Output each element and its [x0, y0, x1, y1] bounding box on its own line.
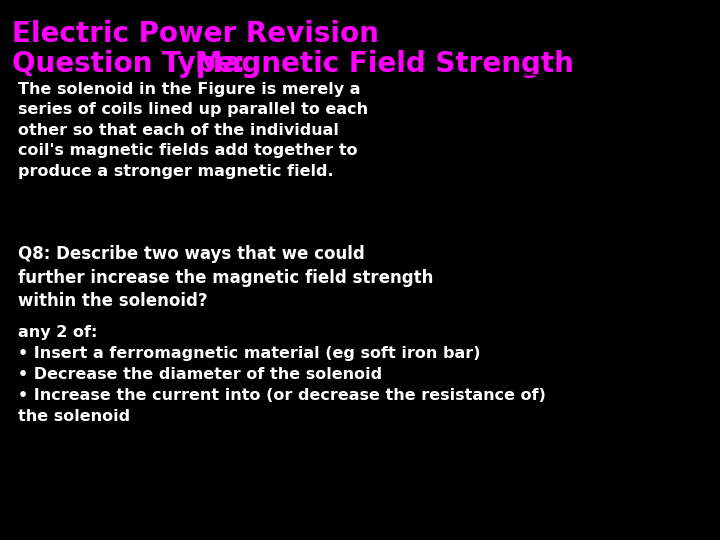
Text: Question Type:: Question Type:	[12, 50, 246, 78]
Text: The solenoid in the Figure is merely a
series of coils lined up parallel to each: The solenoid in the Figure is merely a s…	[18, 82, 368, 179]
Text: Q8: Describe two ways that we could
further increase the magnetic field strength: Q8: Describe two ways that we could furt…	[18, 245, 433, 310]
Text: Magnetic Field Strength: Magnetic Field Strength	[195, 50, 574, 78]
Text: Electric Power Revision: Electric Power Revision	[12, 20, 379, 48]
Text: any 2 of:
• Insert a ferromagnetic material (eg soft iron bar)
• Decrease the di: any 2 of: • Insert a ferromagnetic mater…	[18, 325, 546, 424]
